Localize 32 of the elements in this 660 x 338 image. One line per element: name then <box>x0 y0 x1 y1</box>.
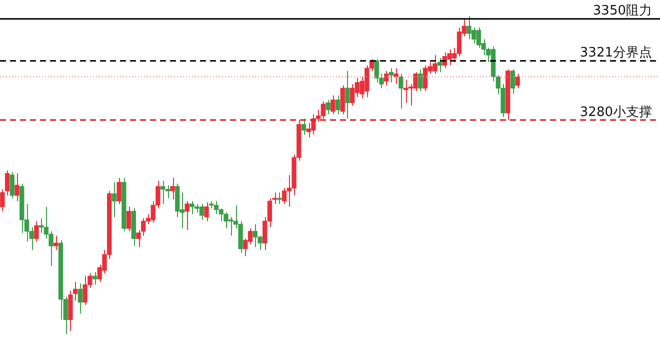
candlestick <box>92 271 98 286</box>
candlestick <box>418 68 423 92</box>
candlestick <box>326 99 330 115</box>
candlestick <box>54 235 58 251</box>
candlestick <box>335 95 340 115</box>
candlestick <box>126 206 132 232</box>
candlestick <box>10 172 14 199</box>
candlestick <box>515 73 520 89</box>
candlestick <box>510 68 516 94</box>
ref-line-label: 3321分界点 <box>580 46 652 61</box>
candlestick <box>277 192 282 204</box>
candlestick <box>330 95 336 115</box>
candlestick <box>204 202 209 222</box>
candlestick <box>4 170 10 196</box>
candlestick <box>384 70 389 86</box>
candlestick <box>340 84 345 115</box>
candlestick <box>398 73 404 110</box>
candlestick <box>116 177 122 204</box>
candlestick <box>14 172 20 202</box>
candlestick <box>0 188 5 212</box>
candlestick <box>72 281 78 302</box>
candlestick <box>394 68 398 85</box>
candlestick <box>345 70 350 120</box>
candlestick <box>184 200 190 231</box>
candlestick <box>301 118 306 136</box>
candlestick <box>112 182 117 218</box>
candlestick <box>170 177 175 200</box>
ref-line-label: 3280小支撑 <box>580 104 652 120</box>
candlestick <box>388 68 394 83</box>
candlestick <box>34 220 39 242</box>
ref-line-label: 3350阻力 <box>592 4 652 19</box>
candlestick <box>78 282 83 314</box>
